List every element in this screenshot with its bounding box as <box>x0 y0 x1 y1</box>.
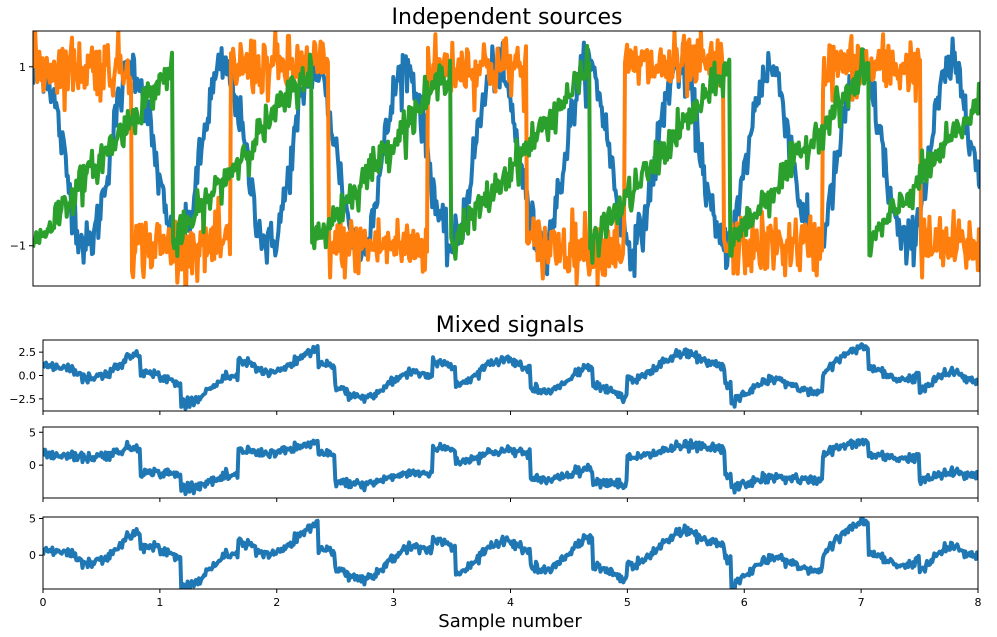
x-axis-label: Sample number <box>438 611 582 632</box>
panel-mixed-a: Mixed signals 2.5 0.0 −2.5 <box>9 313 979 415</box>
ytick-label: 0 <box>29 549 36 562</box>
ytick-label: −1 <box>10 240 26 253</box>
ytick-label: 5 <box>29 512 36 525</box>
xtick-label: 7 <box>858 596 865 609</box>
ytick-label: 5 <box>29 426 36 439</box>
yticks-mixed-b: 50 <box>29 426 979 502</box>
xtick-label: 8 <box>975 596 982 609</box>
ytick-label: 0 <box>29 459 36 472</box>
panel-mixed-b: 50 <box>29 426 979 502</box>
plot-area-mixed-a <box>43 342 978 411</box>
axes-frame-mixed-c <box>42 516 979 590</box>
axes-frame-sources <box>32 30 981 287</box>
xtick-label: 0 <box>40 596 47 609</box>
plot-area-sources <box>33 31 980 286</box>
plot-area-mixed-b <box>43 437 978 497</box>
ytick-label: 0.0 <box>19 370 37 383</box>
yticks-sources: 1 −1 <box>10 61 33 253</box>
series-line-source-2 <box>33 31 980 286</box>
chart-title-sources: Independent sources <box>392 5 623 30</box>
ytick-label: 2.5 <box>19 346 37 359</box>
panel-sources: Independent sources 1 −1 <box>10 5 981 287</box>
yticks-mixed-c: 50 <box>29 512 43 562</box>
chart-title-mixed: Mixed signals <box>436 313 584 338</box>
xtick-label: 3 <box>390 596 397 609</box>
series-line-mixed-2 <box>43 437 978 497</box>
xtick-label: 6 <box>741 596 748 609</box>
xticks-mixed-c: 0 1 2 3 4 5 6 7 8 <box>40 589 982 609</box>
ytick-label: 1 <box>19 61 26 74</box>
series-line-mixed-1 <box>43 342 978 411</box>
series-line-source-3 <box>33 44 980 265</box>
xtick-label: 5 <box>624 596 631 609</box>
xtick-label: 1 <box>156 596 163 609</box>
yticks-mixed-a: 2.5 0.0 −2.5 <box>9 346 979 415</box>
xtick-label: 4 <box>507 596 514 609</box>
series-line-mixed-3 <box>43 517 978 589</box>
xtick-label: 2 <box>273 596 280 609</box>
plot-area-mixed-c <box>43 517 978 589</box>
ytick-label: −2.5 <box>9 393 36 406</box>
